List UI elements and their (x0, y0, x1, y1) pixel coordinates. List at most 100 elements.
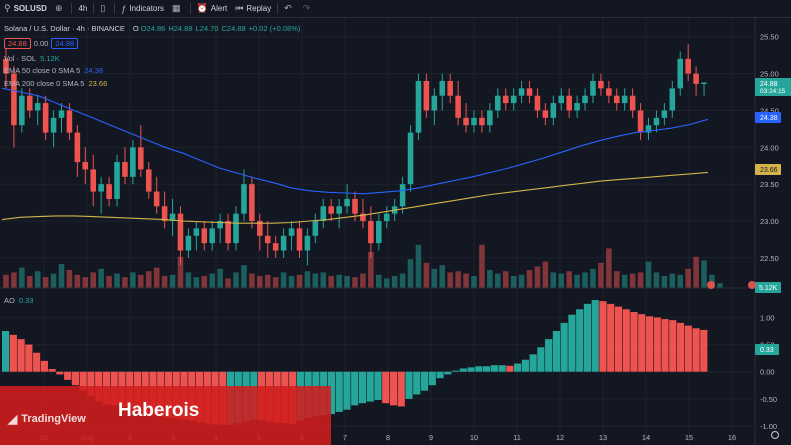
alert-button[interactable]: ⏰ Alert (193, 0, 232, 17)
undo-button[interactable]: ↶ (280, 0, 299, 17)
ao-bar (48, 369, 56, 372)
candle-body (58, 110, 65, 118)
interval-button[interactable]: 4h (78, 4, 88, 13)
candle-body (122, 162, 128, 177)
volume-bar (122, 277, 128, 288)
volume-bar (621, 274, 628, 288)
candle-body (637, 110, 644, 133)
price-axis[interactable]: 25.50 25.00 24.50 24.00 23.50 23.00 22.50 (760, 33, 779, 263)
volume-bar (280, 272, 287, 288)
ao-bar (661, 319, 669, 372)
time-tick-label: 10 (470, 433, 478, 442)
volume-bar (455, 271, 461, 288)
candle-body (225, 221, 231, 244)
tradingview-wordmark: TradingView (21, 413, 86, 425)
volume-bar (320, 272, 327, 288)
ao-bar (351, 371, 359, 406)
ao-axis[interactable]: 1.000.500.00-0.50-1.00 (760, 313, 777, 431)
volume-bar (431, 268, 438, 288)
volume-bar (249, 273, 255, 288)
ema50-label: EMA 50 close 0 SMA 5 (4, 66, 81, 75)
ao-value: 0.33 (18, 296, 34, 305)
ao-bar (506, 365, 514, 372)
chart-type-button[interactable]: ▯ (96, 0, 112, 17)
volume-bar (217, 268, 223, 288)
indicators-button[interactable]: ƒ Indicators (117, 0, 168, 17)
candle-body (439, 80, 446, 96)
volume-bar (177, 256, 184, 288)
candle-body (613, 95, 620, 104)
symbol-search-button[interactable]: ⚲ SOLUSD (0, 0, 51, 17)
price-tick-label: 25.00 (760, 70, 779, 79)
volume-bar (637, 272, 644, 288)
volume-bar (98, 268, 104, 288)
candle-body (257, 221, 263, 236)
candle-body (368, 221, 374, 244)
buy-button[interactable]: 24.88 (51, 38, 79, 49)
candle-body (606, 88, 612, 96)
redo-button[interactable]: ↷ (299, 0, 318, 17)
ao-bar (622, 309, 630, 372)
volume-bar (304, 271, 311, 288)
candle-body (471, 117, 477, 126)
ao-bar (568, 314, 576, 372)
volume-bar (19, 267, 25, 288)
candle-body (431, 95, 438, 111)
candle-body (50, 117, 57, 133)
time-tick-label: 7 (343, 433, 347, 442)
candle-body (344, 198, 350, 207)
ema50-line (1, 87, 709, 195)
volume-bar (328, 276, 334, 288)
ao-bar (630, 312, 638, 372)
volume-bar (542, 261, 549, 288)
ao-bar (521, 359, 529, 372)
settings-gear-icon[interactable] (770, 430, 780, 440)
candle-body (598, 80, 604, 89)
volume-bar (257, 276, 263, 288)
candle-body (502, 95, 509, 104)
volume-bar (360, 273, 366, 288)
candle-body (653, 117, 660, 126)
plus-circle-icon: ⊕ (54, 3, 63, 13)
ema200-tag (755, 164, 781, 175)
ao-bar (444, 371, 452, 375)
ao-bar (71, 371, 79, 386)
time-tick-label: 9 (429, 433, 433, 442)
templates-button[interactable]: ▦ (168, 0, 188, 17)
candle-body (495, 95, 501, 111)
candle-body (42, 103, 49, 133)
candle-body (153, 191, 160, 207)
flag-icons (707, 281, 756, 289)
ao-bar (436, 371, 444, 379)
sell-button[interactable]: 24.88 (4, 38, 31, 49)
candle-body (161, 206, 168, 222)
ao-bar (2, 331, 10, 372)
ema50-tag-label: 24.38 (760, 115, 778, 122)
candle-body (336, 206, 342, 214)
volume-bar (550, 272, 557, 288)
volume-bar (376, 274, 382, 288)
volume-bar (566, 271, 572, 288)
candle-body (550, 103, 557, 118)
ao-tick-label: -1.00 (760, 422, 777, 431)
chart-canvas[interactable]: 25.50 25.00 24.50 24.00 23.50 23.00 22.50 1.00… (0, 18, 791, 445)
candle-body (272, 243, 279, 251)
candle-body (304, 235, 311, 251)
ao-bar (335, 371, 343, 412)
ao-bar (537, 347, 545, 372)
compare-button[interactable]: ⊕ (51, 0, 70, 17)
volume-bar (669, 273, 676, 288)
volume-bar (383, 278, 390, 288)
candle-body (82, 162, 89, 170)
candle-body (193, 228, 200, 236)
volume-bar (114, 273, 120, 288)
candle-body (542, 110, 549, 118)
candle-body (621, 95, 628, 104)
time-tick-label: 12 (556, 433, 564, 442)
last-price-tag (755, 78, 791, 96)
time-tick-label: 14 (642, 433, 650, 442)
volume-bar (526, 270, 533, 288)
replay-button[interactable]: ⏮ Replay (231, 0, 275, 17)
ao-bar (405, 371, 413, 399)
volume-bar (185, 272, 192, 288)
